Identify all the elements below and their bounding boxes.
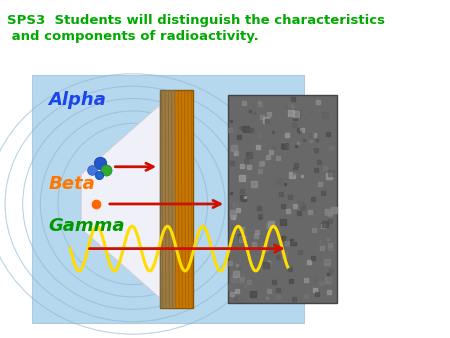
Text: Gamma: Gamma xyxy=(49,217,125,235)
Bar xyxy=(160,90,175,308)
Text: Alpha: Alpha xyxy=(49,91,106,109)
Text: and components of radioactivity.: and components of radioactivity. xyxy=(7,30,259,43)
Text: Beta: Beta xyxy=(49,175,95,193)
Bar xyxy=(160,90,193,308)
Bar xyxy=(228,95,337,303)
Text: SPS3  Students will distinguish the characteristics: SPS3 Students will distinguish the chara… xyxy=(7,14,385,27)
Bar xyxy=(32,75,304,323)
Polygon shape xyxy=(81,105,160,298)
